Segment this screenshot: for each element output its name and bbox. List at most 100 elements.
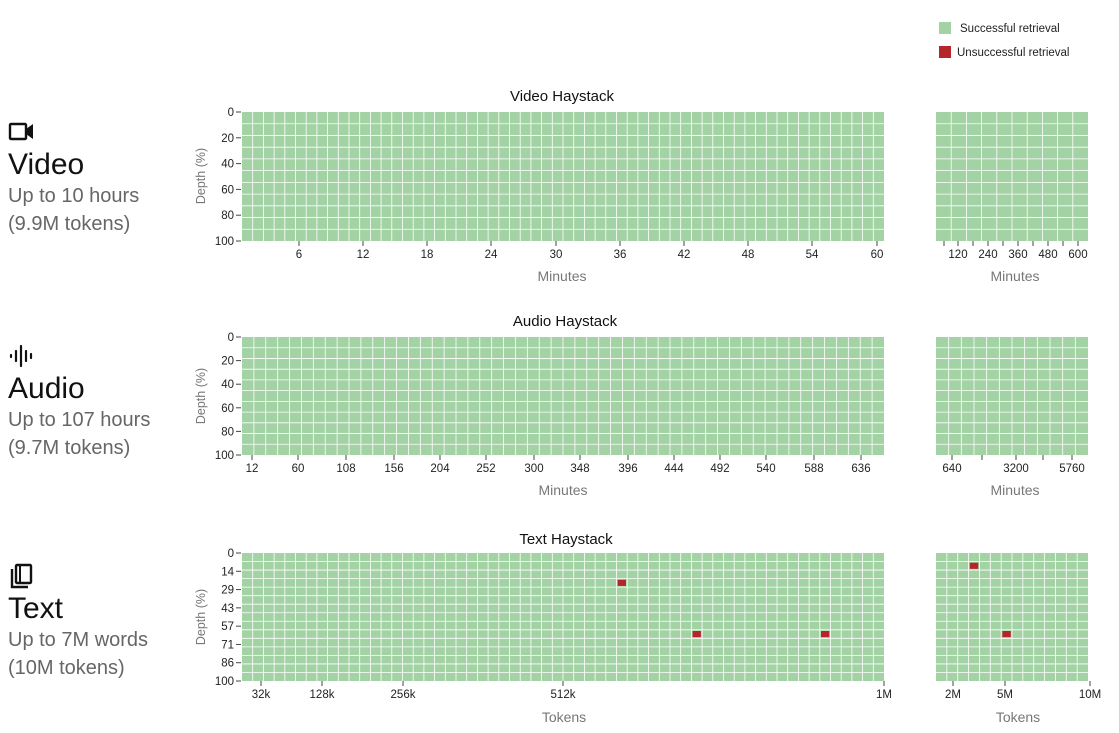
chart-2: 0 14 29 43 57 71 86 100 32k 128k 256k 512k 1M 2M 5M 10M <box>215 548 1101 701</box>
failure-marker <box>617 579 626 586</box>
legend-label-success: Successful retrieval <box>960 23 1060 35</box>
failure-marker <box>821 631 830 638</box>
x-tick-label: 12 <box>246 463 259 475</box>
x-tick-label: 156 <box>384 463 403 475</box>
modality-video: Video Up to 10 hours (9.9M tokens) <box>8 118 139 238</box>
x-tick-label: 42 <box>678 249 691 261</box>
x-axis-label-video-extended: Minutes <box>990 268 1039 284</box>
legend-label-failure: Unsuccessful retrieval <box>957 47 1069 59</box>
x-tick-label: 348 <box>570 463 589 475</box>
legend: Successful retrieval Unsuccessful retrie… <box>939 22 1069 59</box>
modality-duration: Up to 7M words <box>8 629 149 651</box>
chart-title-video: Video Haystack <box>510 88 614 105</box>
chart-title-text: Text Haystack <box>519 531 613 548</box>
video-camera-icon <box>8 122 33 141</box>
y-tick-label: 86 <box>221 658 234 670</box>
x-tick-label: 48 <box>742 249 755 261</box>
x-tick-label: 444 <box>664 463 684 475</box>
y-tick-label: 71 <box>221 639 234 651</box>
x-axis-label-text-main: Tokens <box>542 709 586 725</box>
chart-0: 0 20 40 60 80 100 6 12 18 24 30 36 42 48 54 60 120 240 360… <box>215 107 1088 261</box>
legend-swatch-success <box>939 22 951 34</box>
x-tick-label: 240 <box>978 249 997 261</box>
y-tick-label: 43 <box>221 603 234 615</box>
x-tick-label: 3200 <box>1003 463 1029 475</box>
x-tick-label: 120 <box>948 249 967 261</box>
x-tick-label: 636 <box>851 463 870 475</box>
x-tick-label: 600 <box>1068 249 1087 261</box>
chart-1: 0 20 40 60 80 100 12 60 108 156 204 252 300 348 396 444… <box>215 332 1088 475</box>
y-axis-label-text: Depth (%) <box>194 589 208 645</box>
y-tick-label: 14 <box>221 566 234 578</box>
y-tick-label: 29 <box>221 585 234 597</box>
x-tick-label: 32k <box>252 689 271 701</box>
x-tick-label: 540 <box>756 463 775 475</box>
x-tick-label: 204 <box>430 463 450 475</box>
modality-text: Text Up to 7M words (10M tokens) <box>8 562 148 682</box>
x-tick-label: 5760 <box>1059 463 1085 475</box>
x-tick-label: 588 <box>804 463 823 475</box>
failure-marker <box>1002 631 1011 638</box>
book-stack-icon <box>10 563 33 589</box>
x-tick-label: 5M <box>997 689 1013 701</box>
x-tick-label: 12 <box>357 249 370 261</box>
modality-tokens: (10M tokens) <box>8 657 125 679</box>
x-tick-label: 60 <box>871 249 884 261</box>
y-tick-label: 40 <box>221 159 234 171</box>
x-tick-label: 252 <box>476 463 495 475</box>
y-tick-label: 60 <box>221 403 234 415</box>
x-tick-label: 480 <box>1038 249 1057 261</box>
modality-audio: Audio Up to 107 hours (9.7M tokens) <box>8 342 150 462</box>
x-axis-label-audio-main: Minutes <box>538 482 587 498</box>
x-tick-label: 492 <box>710 463 729 475</box>
y-tick-label: 100 <box>215 676 234 688</box>
y-tick-label: 80 <box>221 210 234 222</box>
x-tick-label: 6 <box>296 249 302 261</box>
x-axis-label-video-main: Minutes <box>537 268 586 284</box>
x-tick-label: 396 <box>618 463 637 475</box>
failure-marker <box>969 562 979 569</box>
modality-duration: Up to 10 hours <box>8 185 140 207</box>
x-tick-label: 54 <box>806 249 819 261</box>
modality-name: Audio <box>8 372 85 405</box>
legend-swatch-failure <box>939 46 951 58</box>
modality-name: Video <box>8 148 85 181</box>
x-tick-label: 1M <box>876 689 892 701</box>
modality-tokens: (9.9M tokens) <box>8 213 131 235</box>
x-axis-label-text-extended: Tokens <box>996 709 1040 725</box>
modality-tokens: (9.7M tokens) <box>8 437 131 459</box>
y-tick-label: 80 <box>221 426 234 438</box>
y-tick-label: 40 <box>221 379 234 391</box>
y-tick-label: 0 <box>228 332 234 344</box>
x-tick-label: 24 <box>485 249 498 261</box>
x-tick-label: 360 <box>1008 249 1027 261</box>
x-tick-label: 300 <box>524 463 543 475</box>
y-tick-label: 60 <box>221 184 234 196</box>
y-axis-label-video: Depth (%) <box>194 148 208 204</box>
x-tick-label: 128k <box>310 689 335 701</box>
x-tick-label: 640 <box>942 463 961 475</box>
x-tick-label: 10M <box>1079 689 1101 701</box>
failure-marker <box>692 631 701 638</box>
x-tick-label: 36 <box>614 249 627 261</box>
y-tick-label: 20 <box>221 356 234 368</box>
x-axis-label-audio-extended: Minutes <box>990 482 1039 498</box>
modality-name: Text <box>8 592 64 625</box>
y-tick-label: 100 <box>215 450 234 462</box>
y-tick-label: 57 <box>221 621 234 633</box>
audio-waveform-icon <box>9 344 33 368</box>
chart-title-audio: Audio Haystack <box>513 313 618 330</box>
y-tick-label: 100 <box>215 236 234 248</box>
x-tick-label: 512k <box>551 689 576 701</box>
y-tick-label: 20 <box>221 133 234 145</box>
x-tick-label: 108 <box>336 463 355 475</box>
modality-duration: Up to 107 hours <box>8 409 151 431</box>
y-tick-label: 0 <box>228 107 234 119</box>
y-axis-label-audio: Depth (%) <box>194 368 208 424</box>
x-tick-label: 18 <box>421 249 434 261</box>
y-tick-label: 0 <box>228 548 234 560</box>
x-tick-label: 2M <box>945 689 961 701</box>
